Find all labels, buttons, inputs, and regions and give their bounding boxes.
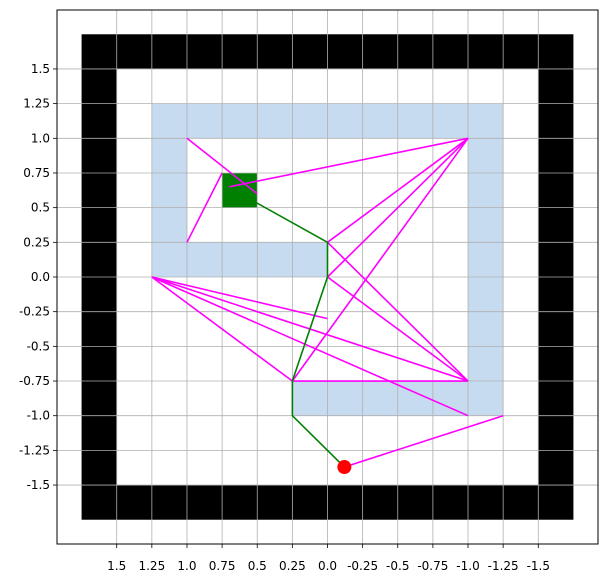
inflated-obstacle (151, 242, 328, 277)
x-tick-label: 1.0 (177, 559, 196, 573)
y-tick-label: -0.75 (19, 374, 50, 388)
y-tick-label: 1.25 (23, 97, 50, 111)
y-tick-label: 1.0 (31, 131, 50, 145)
x-tick-label: -1.25 (488, 559, 519, 573)
tree-edge (327, 137, 469, 243)
tree-edge (228, 137, 469, 188)
y-tick-label: 0.25 (23, 235, 50, 249)
path-layer (239, 193, 345, 468)
x-tick-label: -0.5 (386, 559, 409, 573)
x-axis-ticks: 1.5 1.25 1.0 0.75 0.5 0.25 0.0 -0.25 -0.5 -0.75 -1… (107, 544, 550, 573)
x-tick-label: 0.75 (209, 559, 236, 573)
y-tick-label: 0.0 (31, 270, 50, 284)
y-tick-label: 0.5 (31, 201, 50, 215)
inflated-obstacle (468, 103, 504, 416)
tree-edge (327, 276, 469, 382)
x-tick-label: -1.5 (527, 559, 550, 573)
y-tick-label: 1.5 (31, 62, 50, 76)
goal-layer (222, 172, 258, 208)
x-tick-label: 0.25 (279, 559, 306, 573)
x-tick-label: 0.5 (248, 559, 267, 573)
x-tick-label: -0.75 (417, 559, 448, 573)
start-marker (337, 460, 352, 475)
tree-edge (326, 241, 469, 382)
x-tick-label: 0.0 (318, 559, 337, 573)
tree-edge (344, 414, 504, 468)
y-axis-ticks: 1.5 1.25 1.0 0.75 0.5 0.25 0.0 -0.25 -0.5 -0.75 -1… (19, 62, 57, 492)
x-tick-label: 1.25 (138, 559, 165, 573)
solution-path (239, 193, 345, 468)
y-tick-label: -1.0 (27, 409, 50, 423)
tree-edge (326, 137, 469, 278)
y-tick-label: -1.5 (27, 478, 50, 492)
start-layer (337, 460, 352, 475)
tree-edge (151, 276, 293, 382)
y-tick-label: -0.25 (19, 305, 50, 319)
grid-layer (57, 10, 598, 544)
goal-region (222, 172, 258, 208)
x-tick-label: -1.0 (456, 559, 479, 573)
y-tick-label: 0.75 (23, 166, 50, 180)
tree-edge (186, 137, 258, 195)
tree-edge (151, 276, 328, 320)
x-tick-label: -0.25 (347, 559, 378, 573)
y-tick-label: -0.5 (27, 339, 50, 353)
tree-edge (151, 276, 469, 417)
tree-edge (186, 172, 223, 243)
tree-edge (291, 137, 469, 382)
y-tick-label: -1.25 (19, 443, 50, 457)
x-tick-label: 1.5 (107, 559, 126, 573)
